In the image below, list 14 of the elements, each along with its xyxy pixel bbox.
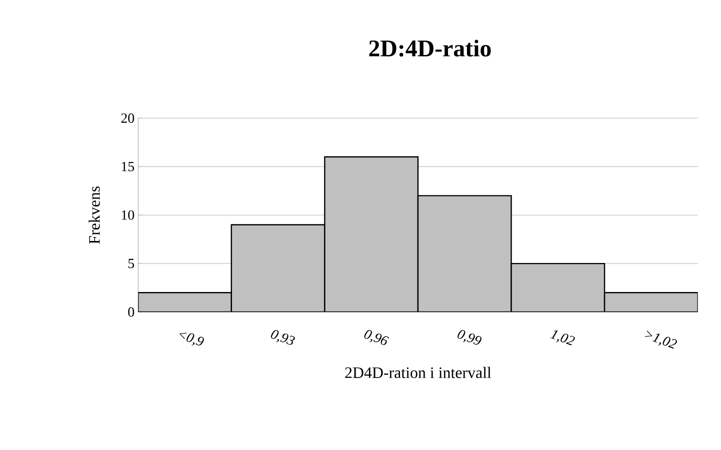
x-tick-label: <0,9 — [180, 332, 204, 346]
x-tick-label: 1,02 — [550, 330, 575, 346]
chart-title: 2D:4D-ratio — [369, 40, 491, 57]
x-tick-label: 0,96 — [364, 330, 389, 345]
y-tick-label: 5 — [128, 258, 134, 268]
y-tick-label: 10 — [122, 210, 134, 220]
x-tick-label: 0,93 — [270, 330, 295, 345]
y-axis-title: Frekvens — [88, 186, 100, 244]
y-tick-label: 0 — [128, 307, 134, 317]
x-tick-label: 0,99 — [458, 330, 482, 345]
y-tick-label: 20 — [121, 113, 134, 123]
x-axis-title: 2D4D-ration i intervall — [345, 366, 492, 378]
x-tick-label: >1,02 — [644, 330, 678, 349]
y-tick-label: 15 — [122, 162, 134, 172]
